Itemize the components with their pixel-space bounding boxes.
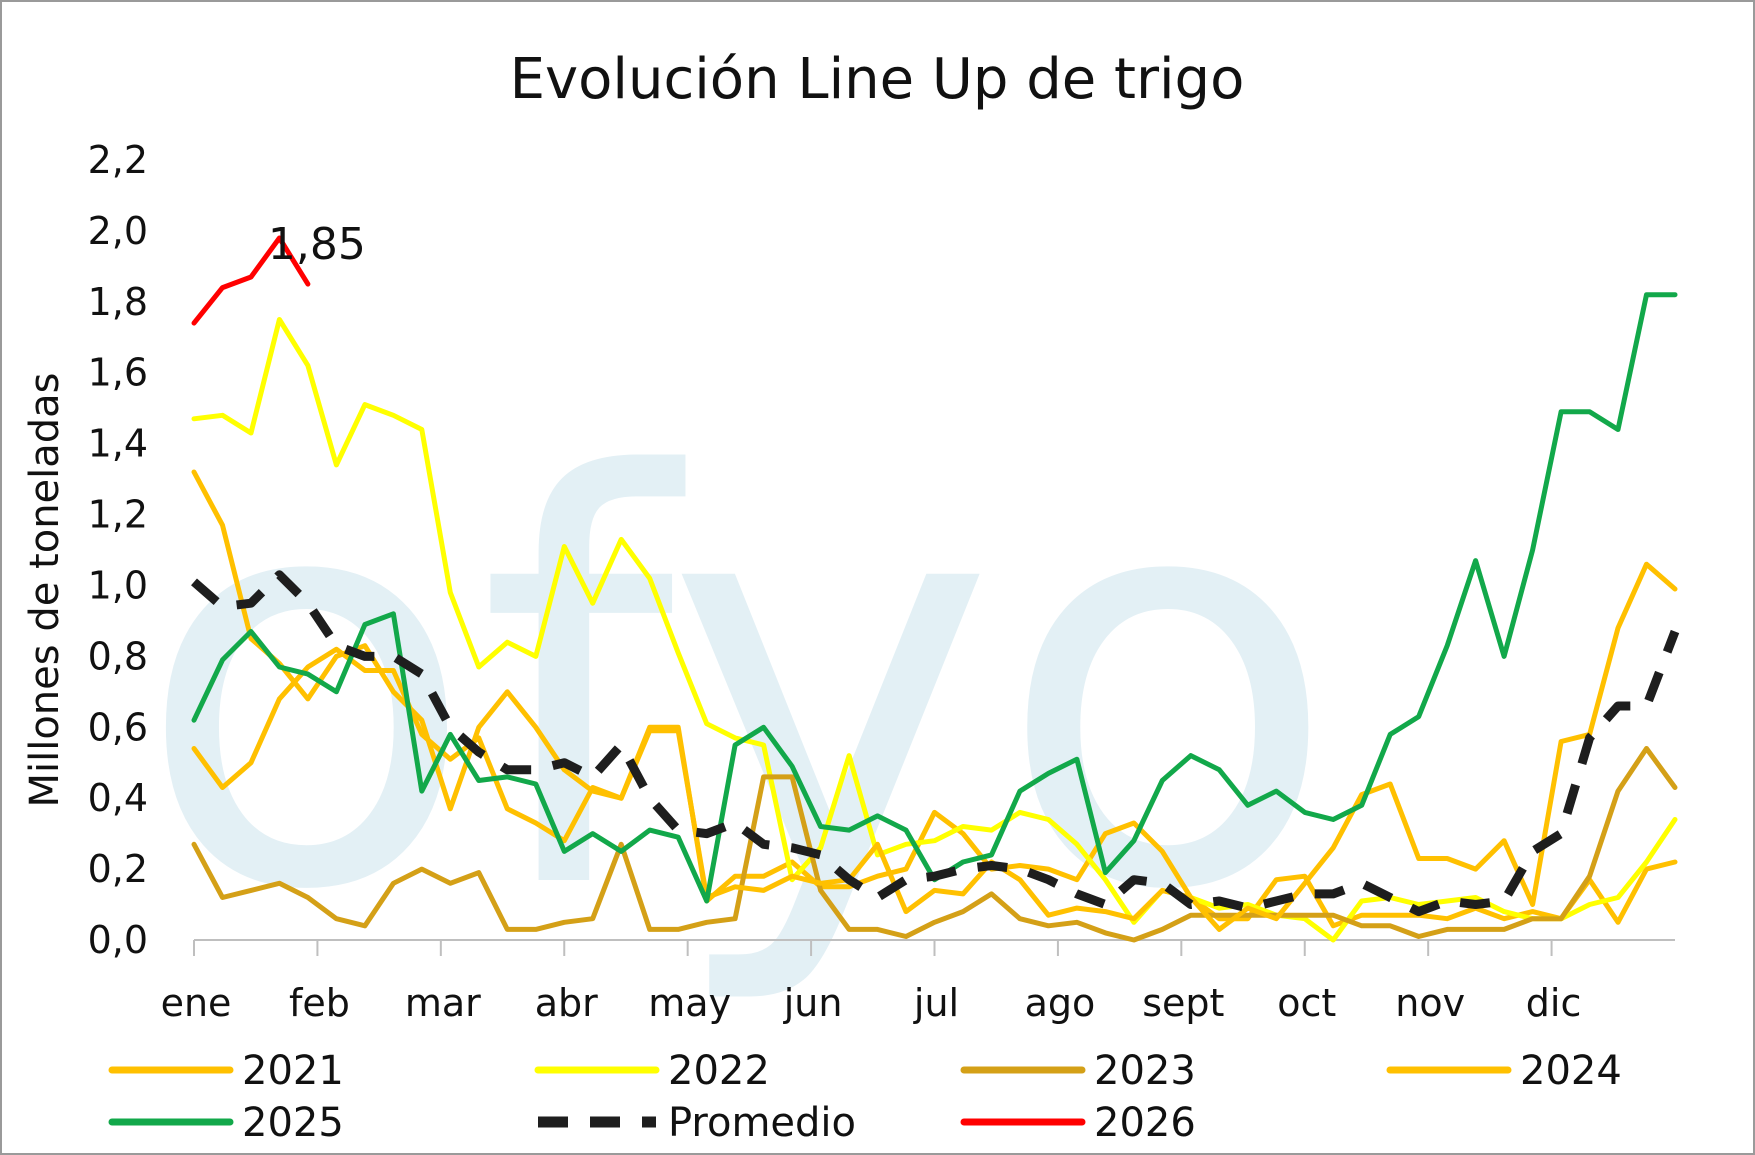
legend-label: 2025 bbox=[242, 1100, 344, 1146]
legend-label: 2026 bbox=[1094, 1100, 1196, 1146]
x-tick-label: may bbox=[648, 981, 731, 1025]
x-tick-label: oct bbox=[1277, 981, 1336, 1025]
legend-label: 2021 bbox=[242, 1048, 344, 1094]
legend-label: 2024 bbox=[1520, 1048, 1622, 1094]
series-line-2026 bbox=[191, 235, 311, 326]
x-tick-label: mar bbox=[405, 981, 481, 1025]
y-axis-ticks: 0,0 0,2 0,4 0,6 0,8 1,0 1,2 1,4 1,6 1,8 2,0 2,2 bbox=[88, 138, 148, 962]
legend-label: Promedio bbox=[668, 1100, 856, 1146]
chart-title: Evolución Line Up de trigo bbox=[510, 47, 1245, 112]
x-tick-label: jun bbox=[783, 981, 843, 1025]
legend-label: 2022 bbox=[668, 1048, 770, 1094]
y-tick-label: 1,0 bbox=[88, 563, 148, 607]
legend: 2021 2022 2023 2024 2025 Promedio 2026 bbox=[108, 1048, 1622, 1146]
y-tick-label: 0,8 bbox=[88, 634, 148, 678]
y-tick-label: 1,2 bbox=[88, 493, 148, 537]
y-axis-title: Millones de toneladas bbox=[22, 372, 68, 807]
y-tick-label: 0,2 bbox=[88, 847, 148, 891]
x-tick-label: feb bbox=[289, 981, 350, 1025]
y-tick-label: 2,2 bbox=[88, 138, 148, 182]
y-tick-label: 1,8 bbox=[88, 280, 148, 324]
y-tick-label: 0,4 bbox=[88, 776, 148, 820]
x-tick-label: dic bbox=[1526, 981, 1582, 1025]
legend-label: 2023 bbox=[1094, 1048, 1196, 1094]
y-tick-label: 0,0 bbox=[88, 918, 148, 962]
series-line-2021 bbox=[191, 469, 1678, 929]
x-tick-label: sept bbox=[1142, 981, 1224, 1025]
x-tick-label: ene bbox=[161, 981, 232, 1025]
x-tick-label: nov bbox=[1395, 981, 1465, 1025]
series-line-promedio bbox=[191, 570, 1680, 917]
y-tick-label: 0,6 bbox=[88, 705, 148, 749]
series-lines bbox=[191, 235, 1680, 943]
annotation-label: 1,85 bbox=[268, 219, 366, 270]
x-tick-label: abr bbox=[535, 981, 598, 1025]
x-axis: ene feb mar abr may jun jul ago sept oct nov dic bbox=[161, 939, 1675, 1025]
x-tick-label: ago bbox=[1025, 981, 1096, 1025]
y-tick-label: 1,4 bbox=[88, 422, 148, 466]
x-tick-label: jul bbox=[913, 981, 959, 1025]
y-tick-label: 1,6 bbox=[88, 351, 148, 395]
y-tick-label: 2,0 bbox=[88, 209, 148, 253]
series-line-2023 bbox=[191, 746, 1678, 943]
